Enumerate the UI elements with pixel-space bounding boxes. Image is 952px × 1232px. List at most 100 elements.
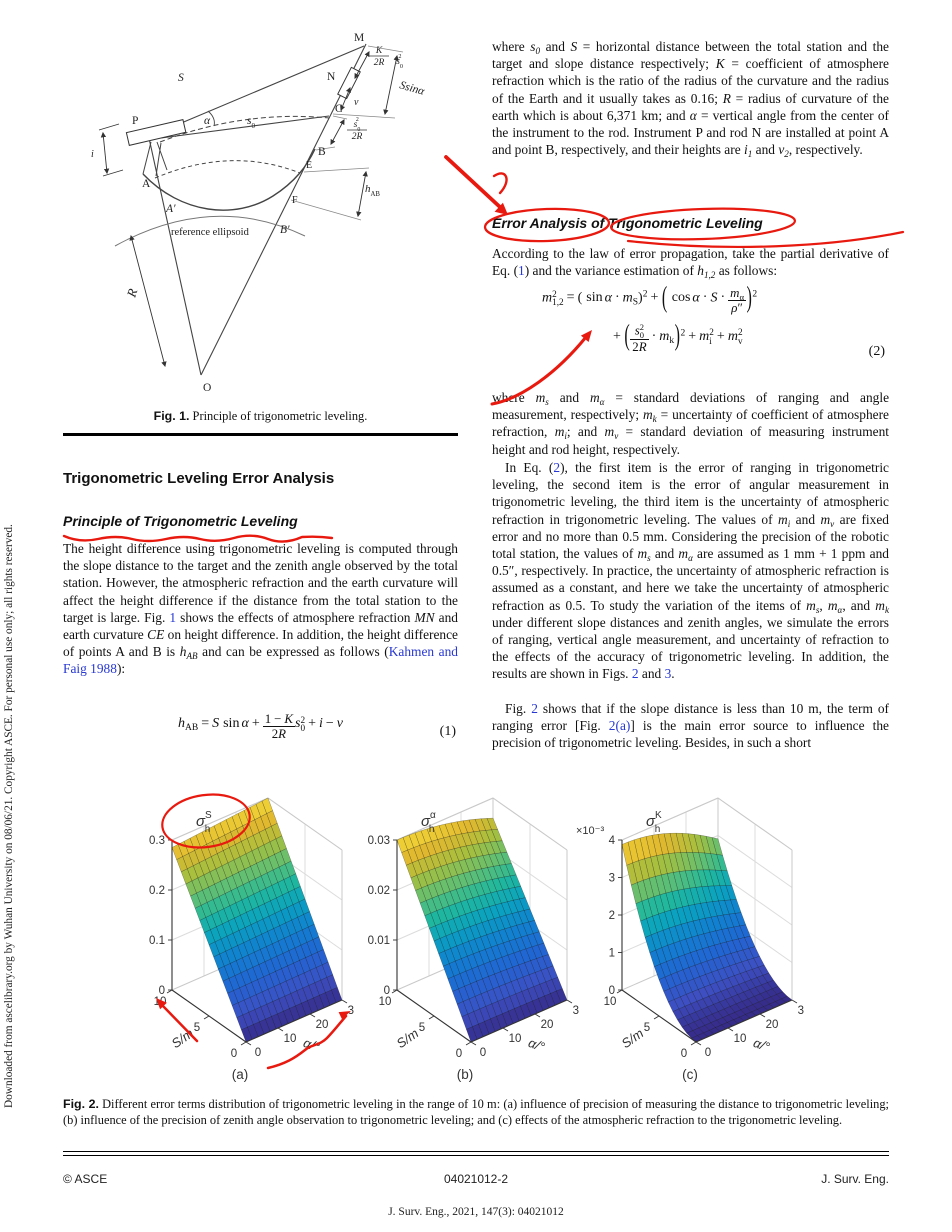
- svg-text:S: S: [178, 72, 184, 84]
- citation-line: J. Surv. Eng., 2021, 147(3): 04021012: [388, 1206, 564, 1218]
- svg-text:4: 4: [609, 835, 616, 847]
- ref-link[interactable]: 1: [518, 263, 525, 279]
- paragraph-right-2: According to the law of error propagatio…: [492, 246, 889, 281]
- svg-text:5: 5: [644, 1022, 650, 1034]
- svg-text:S/m: S/m: [169, 1025, 197, 1051]
- svg-text:10: 10: [379, 996, 392, 1008]
- svg-text:E: E: [306, 160, 312, 171]
- svg-text:2R: 2R: [352, 132, 363, 142]
- svg-text:s02: s02: [354, 117, 361, 133]
- svg-text:A: A: [142, 178, 151, 190]
- footer-page-number: 04021012-2: [443, 1172, 509, 1186]
- ref-link[interactable]: 2: [631, 666, 639, 682]
- svg-text:α/°: α/°: [526, 1035, 546, 1055]
- figure1-caption-label: Fig. 1.: [153, 409, 190, 423]
- subsection-heading-principle: Principle of Trigonometric Leveling: [63, 513, 298, 529]
- svg-text:0.02: 0.02: [368, 885, 390, 897]
- svg-text:0.01: 0.01: [368, 935, 390, 947]
- subsection-heading-error-analysis: Error Analysis of Trigonometric Leveling: [492, 215, 763, 231]
- figure1-rule: [63, 433, 458, 436]
- svg-text:5: 5: [419, 1022, 425, 1034]
- paragraph-left-1: The height difference using trigonometri…: [63, 541, 459, 677]
- svg-text:(a): (a): [232, 1067, 249, 1082]
- svg-text:3: 3: [609, 873, 615, 885]
- figure1-diagram: M N C BE F P A A′ B′ O Sα s0 v reference ellipsoid Ri S…: [91, 32, 427, 394]
- svg-text:v: v: [354, 97, 359, 108]
- svg-text:×10⁻³: ×10⁻³: [576, 825, 604, 837]
- svg-text:30: 30: [798, 1005, 804, 1017]
- svg-text:A′: A′: [165, 203, 176, 215]
- svg-text:N: N: [327, 71, 336, 83]
- figure2-caption: Fig. 2. Different error terms distributi…: [63, 1096, 889, 1129]
- svg-text:R: R: [123, 287, 140, 300]
- svg-text:2: 2: [609, 910, 615, 922]
- svg-text:K: K: [375, 46, 383, 56]
- paragraph-right-1: where s0 and S = horizontal distance bet…: [492, 39, 890, 160]
- svg-text:0: 0: [480, 1047, 486, 1059]
- equation-2-number: (2): [868, 344, 885, 359]
- page-footer: © ASCE 04021012-2 J. Surv. Eng.: [63, 1172, 889, 1188]
- svg-text:B′: B′: [280, 224, 290, 236]
- figure2-plot-b: 00.010.020.0305100102030S/mα/°σαh(b): [368, 797, 579, 1082]
- right-column: where s0 and S = horizontal distance bet…: [492, 0, 889, 780]
- svg-text:Ssinα: Ssinα: [398, 79, 426, 98]
- svg-text:(b): (b): [457, 1067, 474, 1082]
- svg-text:s0: s0: [247, 115, 255, 130]
- section-heading: Trigonometric Leveling Error Analysis: [63, 470, 335, 487]
- svg-text:C: C: [335, 103, 343, 115]
- figure1-lines: [114, 43, 367, 376]
- svg-text:α/°: α/°: [751, 1035, 771, 1055]
- figure2-plot-a: 00.10.20.305100102030S/mα/°σSh(a): [149, 797, 354, 1082]
- sidebar-watermark: Downloaded from ascelibrary.org by Wuhan…: [3, 524, 15, 1108]
- section-divider-rule: [63, 1151, 889, 1156]
- svg-text:0: 0: [231, 1048, 237, 1060]
- figure1-dimension-lines: [98, 45, 404, 368]
- figure2-caption-label: Fig. 2.: [63, 1097, 99, 1111]
- svg-text:σKh: σK h: [646, 810, 662, 835]
- svg-text:1: 1: [609, 948, 615, 960]
- figure2-caption-text: Different error terms distribution of tr…: [63, 1097, 889, 1128]
- ref-link[interactable]: 2: [553, 460, 561, 475]
- svg-text:20: 20: [766, 1019, 779, 1031]
- svg-text:0: 0: [705, 1047, 711, 1059]
- rod-symbol: [337, 66, 361, 100]
- svg-text:0.1: 0.1: [149, 935, 165, 947]
- svg-text:0: 0: [255, 1047, 261, 1059]
- svg-text:20: 20: [316, 1019, 329, 1031]
- equation-1-number: (1): [439, 724, 456, 739]
- paragraph-right-4: In Eq. (2), the first item is the error …: [492, 460, 889, 682]
- equation-2-line1: m 2 1,2 =(sin α · mS)2 +(cos α · S · mα ρ″)2: [542, 282, 758, 316]
- svg-text:0.3: 0.3: [149, 835, 165, 847]
- svg-text:α/°: α/°: [301, 1035, 321, 1055]
- svg-text:0: 0: [609, 985, 615, 997]
- equation-2-line2: +(s 2 0 2R · mk)2 + m 2 i + m 2 v: [613, 320, 743, 354]
- svg-text:F: F: [292, 195, 298, 206]
- svg-text:20: 20: [541, 1019, 554, 1031]
- svg-text:σSh: σS h: [196, 810, 212, 835]
- ref-link[interactable]: 1: [169, 609, 177, 625]
- footer-journal: J. Surv. Eng.: [821, 1172, 889, 1186]
- svg-text:B: B: [318, 146, 326, 158]
- svg-text:30: 30: [573, 1005, 579, 1017]
- ref-link[interactable]: Kahmen and Faig 1988: [63, 644, 459, 677]
- svg-text:10: 10: [284, 1033, 297, 1045]
- ref-link[interactable]: 2: [531, 701, 538, 716]
- ref-link[interactable]: 2(a): [608, 718, 631, 734]
- svg-text:s02: s02: [396, 53, 403, 70]
- svg-text:0: 0: [384, 985, 390, 997]
- svg-text:hAB: hAB: [365, 183, 380, 198]
- figure1-caption: Fig. 1. Principle of trigonometric level…: [63, 408, 458, 424]
- ref-link[interactable]: 3: [664, 666, 672, 682]
- total-station-symbol: [125, 119, 187, 146]
- svg-text:S/m: S/m: [394, 1025, 422, 1051]
- paragraph-right-5: Fig. 2 shows that if the slope distance …: [492, 701, 889, 751]
- svg-text:0.2: 0.2: [149, 885, 165, 897]
- svg-text:0: 0: [681, 1048, 687, 1060]
- svg-text:10: 10: [734, 1033, 747, 1045]
- svg-text:O: O: [203, 382, 211, 394]
- paragraph-right-3: where ms and mα = standard deviations of…: [492, 390, 890, 457]
